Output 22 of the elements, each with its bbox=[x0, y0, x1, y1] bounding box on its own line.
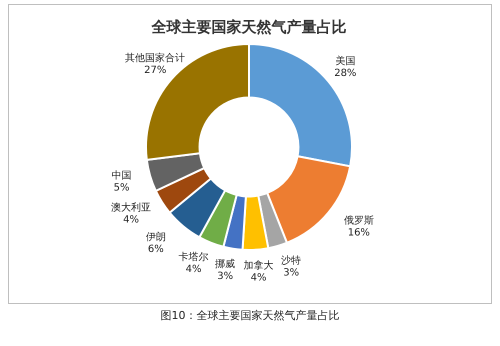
slice-label: 澳大利亚 bbox=[111, 202, 152, 214]
data-label: 4% bbox=[250, 272, 267, 284]
data-label: 4% bbox=[123, 214, 139, 226]
slice-label: 沙特 bbox=[281, 254, 302, 267]
slice-label: 加拿大 bbox=[244, 259, 274, 272]
data-label: 28% bbox=[334, 68, 356, 79]
slice-label: 卡塔尔 bbox=[178, 250, 209, 263]
data-label: 6% bbox=[148, 244, 164, 255]
slice-label: 美国 bbox=[335, 54, 356, 67]
data-label: 3% bbox=[283, 268, 300, 279]
chart-title: 全球主要国家天然气产量占比 bbox=[150, 18, 346, 36]
data-label: 16% bbox=[348, 227, 370, 238]
data-label: 27% bbox=[144, 64, 166, 76]
data-label: 5% bbox=[114, 182, 130, 194]
caption: 图10：全球主要国家天然气产量占比 bbox=[160, 308, 340, 323]
slice-label: 中国 bbox=[112, 169, 132, 182]
slice-label: 伊朗 bbox=[146, 230, 166, 243]
slice-label: 挪威 bbox=[215, 258, 236, 270]
data-label: 3% bbox=[217, 271, 234, 282]
slice-label: 其他国家合计 bbox=[125, 52, 186, 64]
slice-label: 俄罗斯 bbox=[344, 214, 374, 226]
data-label: 4% bbox=[186, 264, 202, 275]
